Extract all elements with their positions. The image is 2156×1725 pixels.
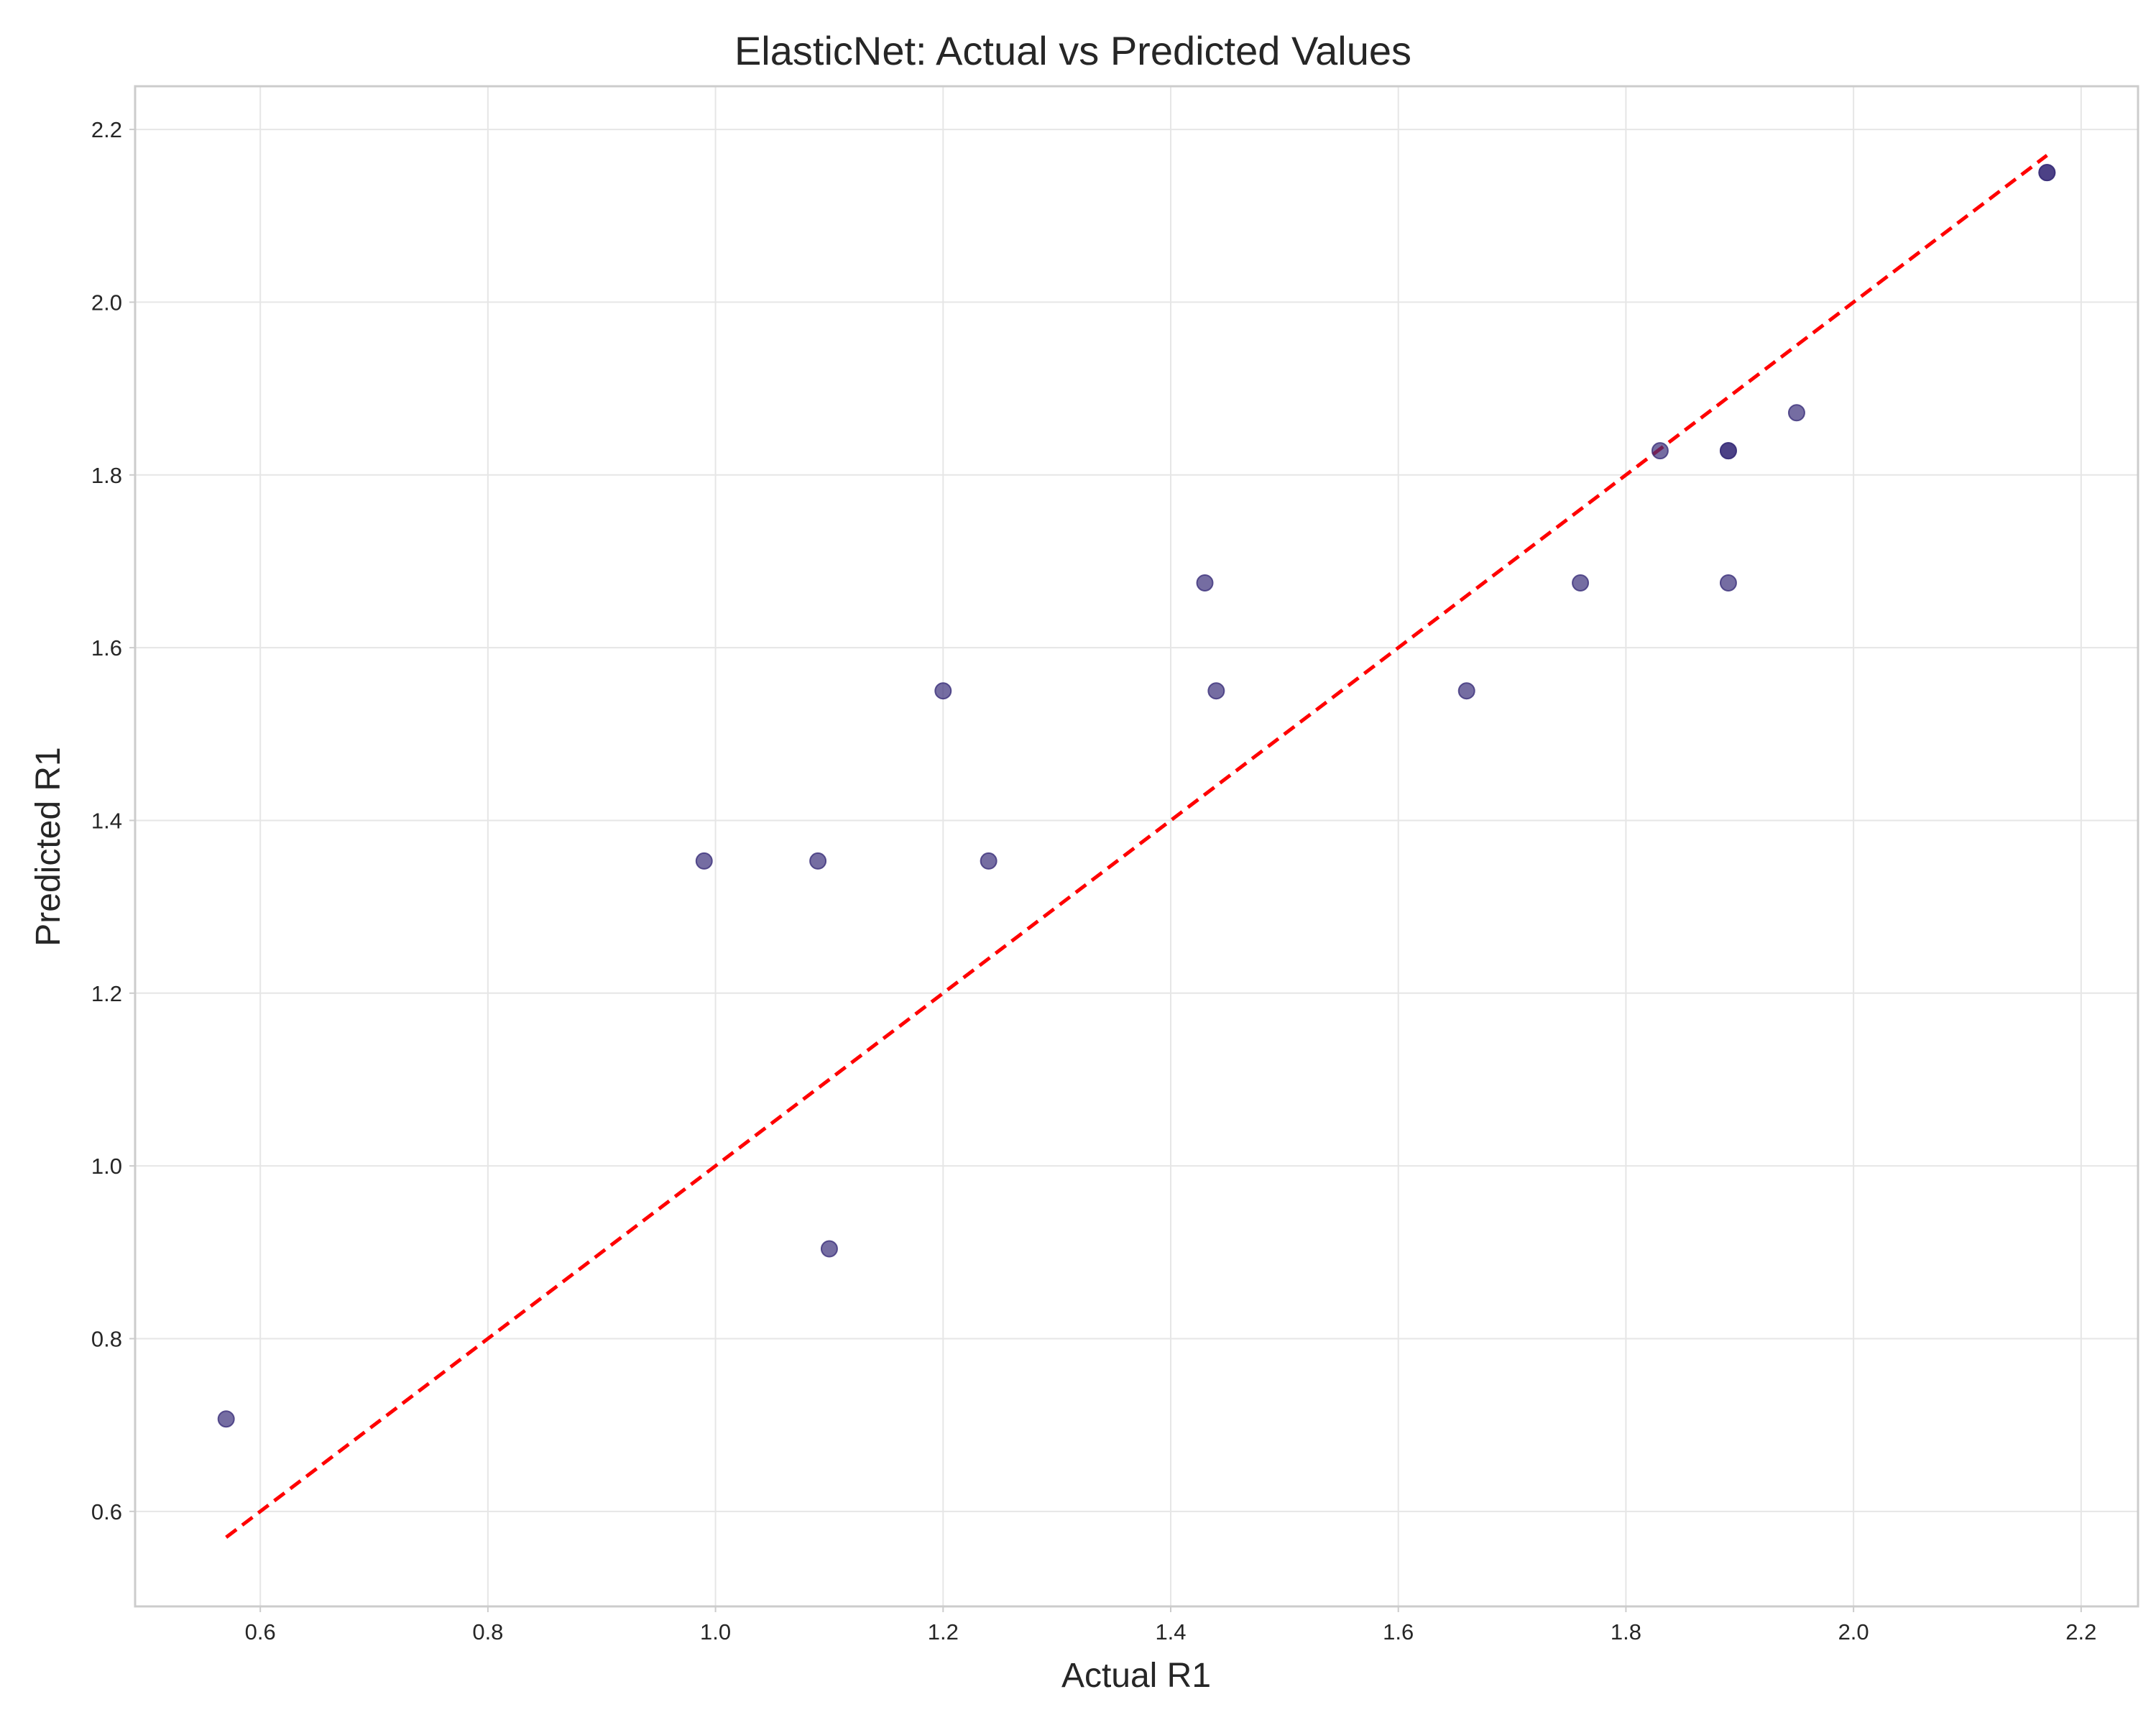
y-tick-label: 1.4 [91, 808, 122, 833]
plot-frame [134, 85, 2139, 1608]
scatter-point [217, 1410, 235, 1428]
x-tick-label: 1.4 [1155, 1619, 1186, 1644]
x-tick-label: 1.2 [928, 1619, 959, 1644]
scatter-point [1196, 574, 1214, 592]
y-tick-label: 0.8 [91, 1326, 122, 1351]
y-axis-label: Predicted R1 [29, 747, 68, 946]
x-tick-label: 0.6 [245, 1619, 276, 1644]
y-tick-label: 1.8 [91, 463, 122, 488]
data-points [217, 164, 2056, 1428]
x-tick-label: 0.8 [472, 1619, 503, 1644]
y-tick-label: 1.0 [91, 1154, 122, 1179]
y-tick-label: 2.0 [91, 290, 122, 315]
x-tick-label: 1.6 [1383, 1619, 1414, 1644]
scatter-point [1651, 442, 1669, 460]
y-tick-label: 1.6 [91, 635, 122, 661]
y-tick-label: 2.2 [91, 117, 122, 142]
y-tick-label: 1.2 [91, 981, 122, 1006]
scatter-point [695, 852, 713, 870]
identity-reference-line [225, 154, 2048, 1539]
scatter-point [1572, 574, 1590, 592]
x-tick-label: 1.0 [700, 1619, 731, 1644]
scatter-point [980, 852, 998, 870]
scatter-point [1457, 682, 1475, 700]
grid-lines [135, 86, 2138, 1606]
y-tick-label: 0.6 [91, 1499, 122, 1524]
scatter-point [1787, 404, 1805, 422]
chart-title: ElasticNet: Actual vs Predicted Values [734, 28, 1411, 73]
scatter-point [2038, 164, 2056, 182]
scatter-point [1207, 682, 1225, 700]
scatter-point [934, 682, 952, 700]
scatter-point [809, 852, 827, 870]
x-tick-label: 2.0 [1838, 1619, 1869, 1644]
x-tick-label: 1.8 [1611, 1619, 1641, 1644]
scatter-point [1719, 442, 1737, 460]
scatter-point [1719, 574, 1737, 592]
x-axis-label: Actual R1 [1061, 1657, 1211, 1695]
axis-ticks: 0.6 0.8 1.0 1.2 1.4 1.6 1.8 2.0 2.2 0.6 0.8 1.0 1.2 1… [91, 117, 2096, 1644]
scatter-point [820, 1240, 838, 1258]
x-tick-label: 2.2 [2065, 1619, 2096, 1644]
